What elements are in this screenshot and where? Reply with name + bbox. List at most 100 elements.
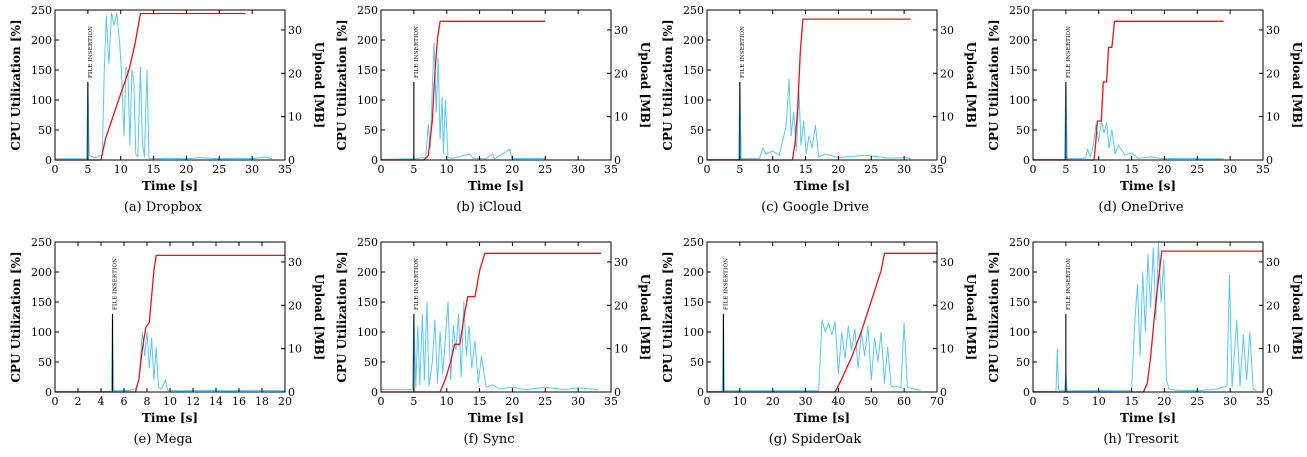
chart-panel: FILE INSERTION 0 5 10 15 20 25 30 35 0 50 100 150 200… bbox=[326, 232, 652, 457]
file-insertion-annotation: FILE INSERTION bbox=[414, 258, 420, 310]
x-tick-label: 5 bbox=[1062, 395, 1069, 408]
file-insertion-annotation: FILE INSERTION bbox=[88, 26, 94, 78]
x-tick-label: 20 bbox=[766, 395, 780, 408]
x-tick-label: 20 bbox=[179, 163, 193, 176]
y-left-tick-label: 100 bbox=[357, 326, 378, 339]
x-tick-label: 35 bbox=[1256, 395, 1270, 408]
y-left-tick-label: 200 bbox=[1009, 266, 1030, 279]
y-left-tick-label: 250 bbox=[31, 236, 52, 249]
y-right-tick-label: 10 bbox=[940, 343, 954, 356]
x-tick-label: 12 bbox=[186, 395, 200, 408]
y-left-tick-label: 100 bbox=[1009, 326, 1030, 339]
x-tick-label: 70 bbox=[930, 395, 944, 408]
y-right-tick-label: 20 bbox=[614, 67, 628, 80]
y-right-tick-label: 0 bbox=[940, 386, 947, 399]
plot-frame bbox=[1032, 241, 1264, 393]
x-tick-label: 35 bbox=[1256, 163, 1270, 176]
x-tick-label: 6 bbox=[121, 395, 128, 408]
chart-caption: (g) SpiderOak bbox=[768, 432, 862, 447]
y-right-tick-label: 30 bbox=[614, 256, 628, 269]
y-right-tick-label: 10 bbox=[288, 111, 302, 124]
x-tick-label: 10 bbox=[1092, 163, 1106, 176]
x-tick-label: 15 bbox=[1125, 163, 1139, 176]
y-left-tick-label: 200 bbox=[31, 34, 52, 47]
x-tick-label: 5 bbox=[410, 395, 417, 408]
y-left-tick-label: 200 bbox=[357, 266, 378, 279]
x-tick-label: 5 bbox=[1062, 163, 1069, 176]
y-left-tick-label: 250 bbox=[31, 4, 52, 17]
cpu-utilization-series-line bbox=[55, 313, 286, 392]
y-left-tick-label: 150 bbox=[31, 296, 52, 309]
x-axis-label: Time [s] bbox=[1120, 411, 1176, 425]
y-right-tick-label: 30 bbox=[288, 24, 302, 37]
y-left-tick-label: 150 bbox=[357, 296, 378, 309]
x-tick-label: 10 bbox=[1092, 395, 1106, 408]
y-left-tick-label: 150 bbox=[683, 64, 704, 77]
y-right-axis-label: Upload [MB] bbox=[638, 274, 652, 361]
y-left-tick-label: 250 bbox=[683, 236, 704, 249]
y-right-axis-label: Upload [MB] bbox=[312, 42, 326, 129]
x-tick-label: 0 bbox=[378, 395, 385, 408]
x-tick-label: 50 bbox=[864, 395, 878, 408]
x-tick-label: 5 bbox=[84, 163, 91, 176]
y-right-tick-label: 30 bbox=[1266, 256, 1280, 269]
y-right-tick-label: 0 bbox=[288, 386, 295, 399]
y-left-tick-label: 250 bbox=[1009, 236, 1030, 249]
chart-caption: (h) Tresorit bbox=[1103, 432, 1179, 447]
y-left-axis-label: CPU Utilization [%] bbox=[987, 251, 1001, 382]
x-tick-label: 30 bbox=[897, 163, 911, 176]
cpu-utilization-series-line bbox=[707, 78, 911, 160]
plot-frame bbox=[380, 9, 612, 161]
chart-panel: FILE INSERTION 0 2 4 6 8 10 12 14 16 18 20 0 50 100 150… bbox=[0, 232, 326, 457]
x-tick-label: 35 bbox=[604, 163, 618, 176]
y-right-tick-label: 0 bbox=[940, 154, 947, 167]
upload-series-line bbox=[381, 20, 546, 161]
chart-caption: (e) Mega bbox=[133, 432, 193, 447]
y-left-tick-label: 150 bbox=[357, 64, 378, 77]
y-right-tick-label: 20 bbox=[940, 299, 954, 312]
cpu-utilization-series-line bbox=[1033, 81, 1224, 160]
y-left-tick-label: 0 bbox=[45, 154, 52, 167]
y-right-axis-label: Upload [MB] bbox=[312, 274, 326, 361]
x-tick-label: 60 bbox=[897, 395, 911, 408]
y-right-tick-label: 20 bbox=[940, 67, 954, 80]
x-tick-label: 15 bbox=[473, 163, 487, 176]
x-tick-label: 0 bbox=[52, 395, 59, 408]
file-insertion-annotation: FILE INSERTION bbox=[1066, 258, 1072, 310]
x-tick-label: 20 bbox=[1157, 163, 1171, 176]
y-left-tick-label: 50 bbox=[38, 356, 52, 369]
plot-frame bbox=[706, 9, 938, 161]
chart-caption: (d) OneDrive bbox=[1098, 200, 1184, 215]
y-left-tick-label: 150 bbox=[1009, 64, 1030, 77]
x-tick-label: 25 bbox=[212, 163, 226, 176]
x-tick-label: 14 bbox=[209, 395, 223, 408]
file-insertion-annotation: FILE INSERTION bbox=[113, 258, 119, 310]
plot-frame bbox=[706, 241, 938, 393]
y-right-tick-label: 20 bbox=[614, 299, 628, 312]
y-left-tick-label: 0 bbox=[45, 386, 52, 399]
x-axis-label: Time [s] bbox=[142, 179, 198, 193]
y-left-tick-label: 250 bbox=[357, 236, 378, 249]
y-left-tick-label: 0 bbox=[1023, 154, 1030, 167]
upload-series-line bbox=[55, 12, 246, 161]
x-tick-label: 5 bbox=[410, 163, 417, 176]
x-tick-label: 35 bbox=[278, 163, 292, 176]
x-axis-label: Time [s] bbox=[794, 179, 850, 193]
y-right-tick-label: 0 bbox=[614, 154, 621, 167]
y-left-axis-label: CPU Utilization [%] bbox=[335, 251, 349, 382]
x-tick-label: 18 bbox=[255, 395, 269, 408]
x-tick-label: 10 bbox=[440, 163, 454, 176]
y-left-tick-label: 50 bbox=[690, 124, 704, 137]
upload-series-line bbox=[55, 254, 285, 393]
y-right-tick-label: 0 bbox=[1266, 154, 1273, 167]
x-tick-label: 0 bbox=[52, 163, 59, 176]
y-right-tick-label: 10 bbox=[1266, 343, 1280, 356]
upload-series-line bbox=[707, 252, 937, 393]
x-tick-label: 25 bbox=[538, 395, 552, 408]
